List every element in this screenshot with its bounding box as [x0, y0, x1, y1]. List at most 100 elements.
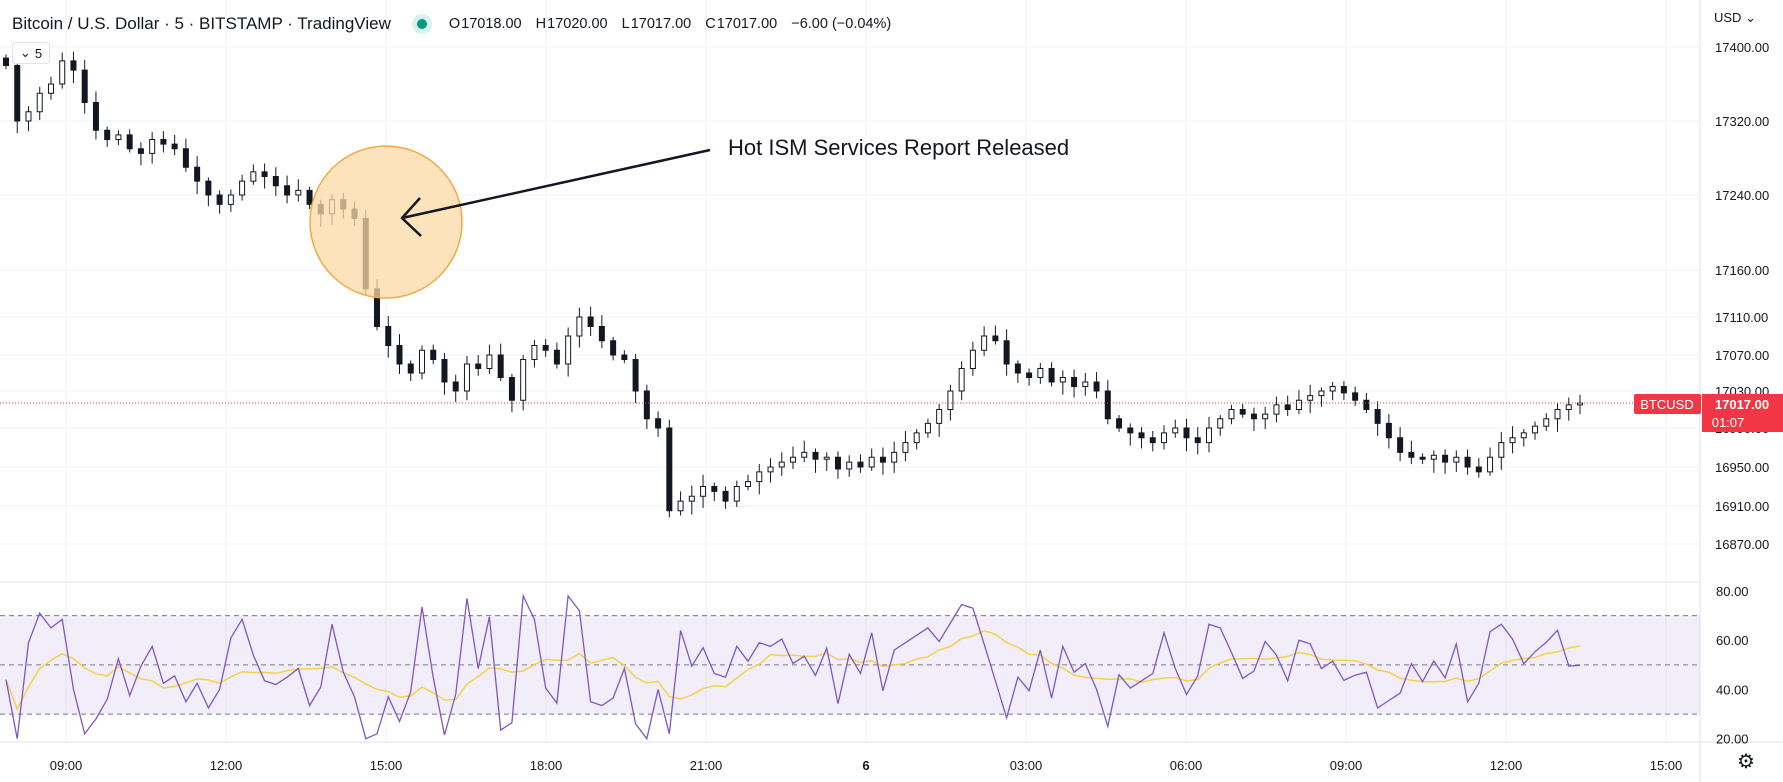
high-value: 17020.00 — [547, 16, 608, 32]
candle-body — [1194, 437, 1201, 444]
candle-body — [14, 65, 21, 122]
candle-body — [812, 451, 819, 460]
candle-body — [1475, 466, 1482, 473]
candle-body — [666, 427, 673, 512]
candle-body — [790, 456, 796, 463]
candle-body — [1565, 404, 1572, 410]
candle-body — [115, 134, 122, 140]
candle-body — [182, 148, 189, 168]
chart-header: Bitcoin / U.S. Dollar · 5 · BITSTAMP · T… — [12, 12, 891, 36]
candle-body — [261, 171, 268, 177]
price-tick-label: 16950.00 — [1715, 460, 1769, 475]
price-tag — [1702, 394, 1783, 432]
candle-body — [1284, 404, 1291, 410]
currency-selector[interactable]: USD ⌄ — [1714, 10, 1756, 26]
candle-body — [1161, 432, 1168, 444]
candle-body — [587, 316, 594, 327]
time-tick-label: 21:00 — [690, 758, 723, 773]
time-tick-label: 15:00 — [370, 758, 403, 773]
candle-body — [924, 422, 931, 434]
candle-body — [81, 69, 88, 103]
symbol-title[interactable]: Bitcoin / U.S. Dollar · 5 · BITSTAMP · T… — [12, 14, 391, 33]
candle-body — [1453, 456, 1460, 463]
candle-body — [25, 111, 32, 122]
candle-body — [733, 486, 740, 502]
candle-body — [1307, 395, 1314, 401]
candle-body — [295, 189, 302, 196]
candle-body — [621, 354, 628, 360]
candle-body — [441, 359, 448, 383]
price-tick-label: 16910.00 — [1715, 499, 1769, 514]
candle-body — [36, 92, 43, 113]
candle-body — [463, 363, 470, 392]
annotation-group: Hot ISM Services Report Released — [309, 135, 1069, 299]
candle-body — [542, 345, 549, 351]
candle-body — [171, 143, 178, 150]
annotation-arrow-head — [400, 197, 422, 237]
price-axis[interactable]: 17400.00 17320.00 17240.00 17160.00 17110.00… — [1715, 40, 1769, 552]
candle-body — [1363, 399, 1370, 410]
candle-body — [306, 189, 313, 205]
candle-body — [632, 359, 639, 392]
candle-body — [1352, 392, 1359, 401]
market-status-icon[interactable] — [416, 19, 427, 29]
time-tick-label: 15:00 — [1650, 758, 1683, 773]
candle-body — [497, 354, 504, 378]
candle-body — [1442, 454, 1449, 463]
candle-body — [1385, 422, 1392, 439]
candle-body — [418, 349, 425, 374]
candle-body — [1577, 402, 1583, 406]
close-value: 17017.00 — [716, 16, 778, 32]
time-tick-label: 06:00 — [1170, 758, 1203, 773]
candle-body — [486, 354, 493, 369]
candle-body — [1543, 418, 1550, 427]
candle-body — [227, 194, 234, 205]
candle-body — [565, 335, 572, 365]
close-label: C — [705, 16, 716, 32]
rsi-tick-label: 60.00 — [1716, 633, 1749, 648]
ohlc-values: O17018.00 H17020.00 L17017.00 C17017.00 … — [449, 16, 891, 32]
candle-body — [610, 340, 617, 356]
interval-dropdown-button[interactable]: ⌄ 5 — [12, 42, 50, 64]
rsi-tick-label: 20.00 — [1716, 732, 1749, 747]
last-price-labels: BTCUSD 17017.00 01:07 — [1634, 394, 1783, 432]
candle-body — [655, 418, 662, 429]
time-tick-label: 12:00 — [1490, 758, 1523, 773]
candle-body — [216, 194, 223, 205]
time-axis[interactable]: 09:00 12:00 15:00 18:00 21:00 6 03:00 06:00 09:0… — [50, 758, 1683, 773]
candle-body — [452, 381, 459, 392]
candle-body — [407, 363, 414, 374]
time-tick-label: 03:00 — [1010, 758, 1043, 773]
candle-body — [868, 456, 875, 468]
candle-body — [194, 166, 201, 182]
candle-body — [767, 466, 774, 473]
change-value: −6.00 (−0.04%) — [791, 16, 892, 32]
candle-body — [1048, 368, 1055, 383]
candle-body — [1408, 451, 1415, 458]
candle-body — [553, 349, 560, 365]
rsi-pane[interactable]: 80.00 60.00 40.00 20.00 — [0, 584, 1749, 747]
candle-body — [531, 345, 538, 360]
candle-body — [1104, 390, 1111, 420]
candle-body — [1003, 340, 1010, 365]
candle-body — [1329, 386, 1336, 392]
candle-body — [70, 60, 77, 71]
settings-gear-icon[interactable]: ⚙ — [1737, 751, 1755, 773]
candle-body — [92, 102, 99, 131]
candle-body — [104, 129, 111, 140]
candle-body — [857, 461, 864, 468]
candle-body — [1116, 418, 1123, 429]
candle-body — [137, 148, 144, 154]
candle-body — [3, 57, 9, 66]
candle-body — [711, 486, 718, 492]
candle-body — [1059, 377, 1066, 383]
price-tick-label: 17110.00 — [1715, 310, 1768, 325]
candle-body — [126, 134, 133, 150]
candle-body — [846, 461, 853, 470]
candle-body — [1205, 427, 1212, 444]
candle-body — [823, 456, 830, 460]
time-tick-label: 09:00 — [1330, 758, 1363, 773]
price-tick-label: 17240.00 — [1715, 188, 1769, 203]
